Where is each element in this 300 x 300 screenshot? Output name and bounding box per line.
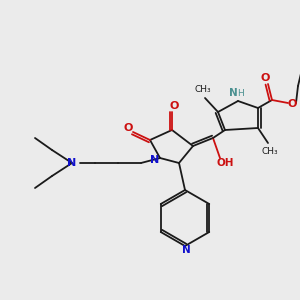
- Text: N: N: [182, 245, 190, 255]
- Text: O: O: [169, 101, 179, 111]
- Text: OH: OH: [216, 158, 234, 168]
- Text: H: H: [238, 88, 244, 98]
- Text: N: N: [68, 158, 76, 168]
- Text: CH₃: CH₃: [262, 146, 278, 155]
- Text: N: N: [150, 155, 160, 165]
- Text: O: O: [260, 73, 270, 83]
- Text: N: N: [229, 88, 237, 98]
- Text: O: O: [123, 123, 133, 133]
- Text: O: O: [287, 99, 297, 109]
- Text: CH₃: CH₃: [195, 85, 211, 94]
